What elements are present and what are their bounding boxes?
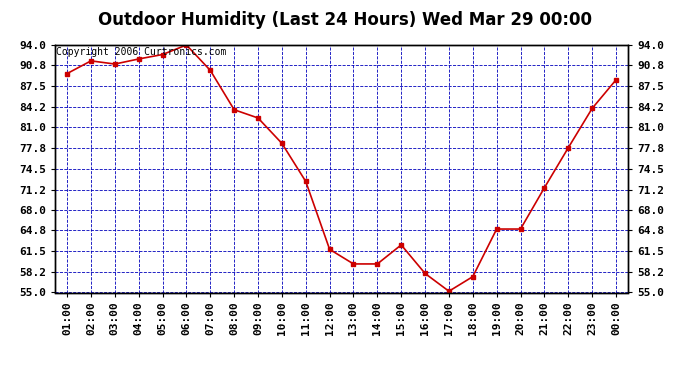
Text: Copyright 2006 Curtronics.com: Copyright 2006 Curtronics.com <box>57 48 227 57</box>
Text: Outdoor Humidity (Last 24 Hours) Wed Mar 29 00:00: Outdoor Humidity (Last 24 Hours) Wed Mar… <box>98 11 592 29</box>
